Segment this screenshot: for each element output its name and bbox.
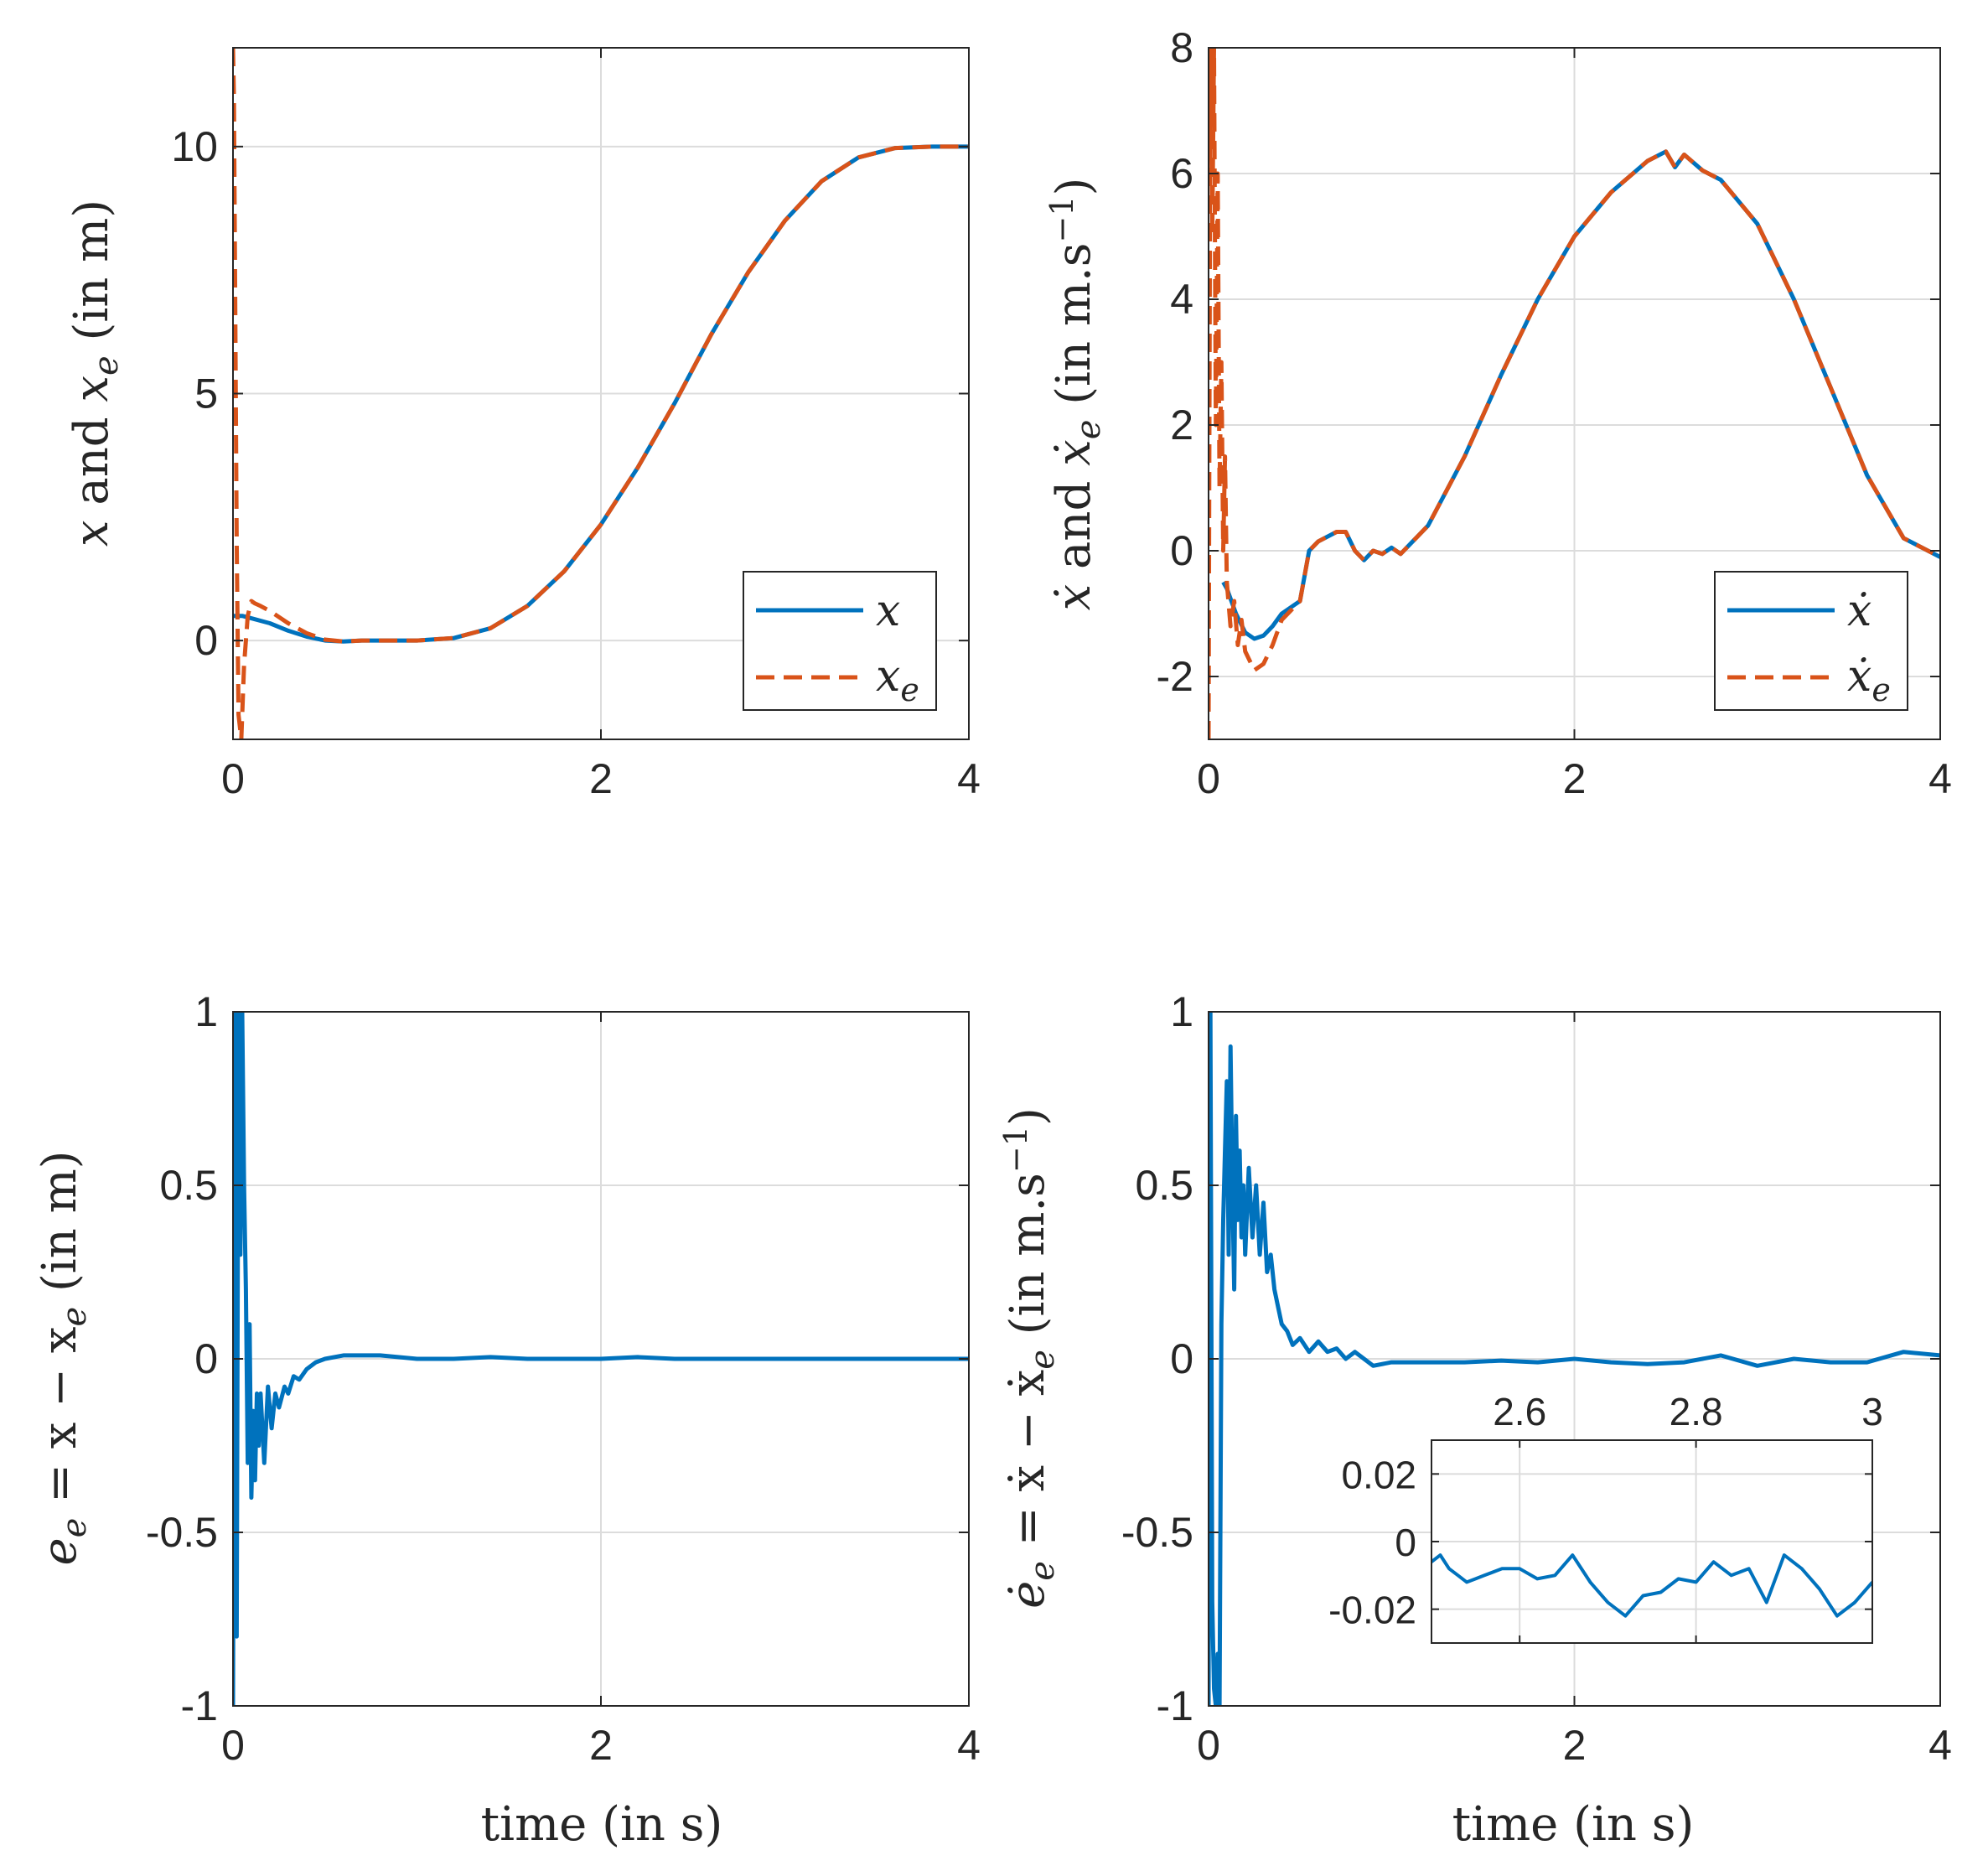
x-tick-label: 0 [221, 1722, 245, 1769]
tick-labels: 0 2 4 -2 0 2 4 6 8 [1157, 24, 1952, 802]
x-tick-label: 4 [957, 1722, 981, 1769]
x-tick-label: 2 [1563, 755, 1587, 802]
y-tick-label: 0 [194, 1335, 218, 1382]
legend-label-xdot: ẋ [1847, 586, 1872, 636]
series-line-primary [233, 1012, 969, 1706]
y-tick-label: -2 [1157, 653, 1193, 700]
tick-labels: 0 2 4 0 5 10 [171, 123, 981, 802]
y-tick-label: 10 [171, 123, 218, 170]
inset-tick-marks [1431, 1440, 1873, 1643]
x-tick-label: 4 [1928, 1722, 1952, 1769]
tick-labels: 0 2 4 -1 -0.5 0 0.5 1 [146, 988, 981, 1769]
legend: x xe [743, 571, 937, 711]
series-line-estimate [233, 48, 969, 739]
y-tick-label: 5 [194, 371, 218, 417]
y-tick-label: 1 [194, 988, 218, 1035]
inset-series-group [1431, 1553, 1872, 1618]
series-group [233, 1012, 969, 1706]
series-group [1209, 48, 1940, 739]
inset-chart: 2.6 2.8 3 -0.02 0 0.02 [1328, 1390, 1883, 1644]
chart-bottom-left: 0 2 4 -1 -0.5 0 0.5 1 ee = x − xe (in m) time (… [33, 988, 981, 1852]
y-axis-label: x and xe (in m) [65, 200, 126, 547]
x-tick-label: 2.8 [1670, 1390, 1723, 1433]
y-axis-label: ẋ and ẋe (in m.s−1) [1043, 178, 1108, 611]
y-tick-label: -1 [1157, 1682, 1193, 1729]
x-tick-label: 4 [957, 755, 981, 802]
series-line-primary [1209, 1012, 1940, 1706]
series-line-primary [1221, 149, 1940, 641]
x-tick-label: 0 [1197, 755, 1220, 802]
y-tick-label: 4 [1170, 276, 1193, 323]
legend-label-x: x [876, 586, 900, 636]
y-tick-label: -1 [181, 1682, 218, 1729]
chart-top-left: 0 2 4 0 5 10 x and xe (in m) x xe [65, 47, 981, 802]
tick-marks [1208, 1011, 1941, 1707]
y-tick-label: -0.02 [1328, 1589, 1416, 1632]
tick-marks [1208, 47, 1941, 739]
x-axis-label: time (in s) [481, 1797, 723, 1852]
y-axis-label: ėe = ẋ − ẋe (in m.s−1) [997, 1107, 1062, 1609]
tick-marks [232, 1011, 970, 1707]
x-tick-label: 2 [589, 755, 613, 802]
x-tick-label: 2.6 [1493, 1390, 1546, 1433]
x-axis-label: time (in s) [1452, 1797, 1695, 1852]
legend-label-xe: xe [876, 651, 919, 708]
y-tick-label: 0 [1395, 1521, 1416, 1564]
series-line-inset [1431, 1553, 1872, 1618]
y-tick-label: 8 [1170, 24, 1193, 71]
x-tick-label: 3 [1861, 1390, 1883, 1433]
legend: ẋ ẋe [1714, 571, 1908, 711]
y-tick-label: 0.5 [1135, 1162, 1193, 1209]
chart-bottom-right: 0 2 4 -1 -0.5 0 0.5 1 ėe = ẋ − ẋe (in m.s−1) ti… [997, 988, 1952, 1852]
y-tick-label: 6 [1170, 150, 1193, 197]
y-tick-label: 0 [194, 617, 218, 664]
y-tick-label: 0.02 [1341, 1453, 1416, 1496]
x-tick-label: 4 [1928, 755, 1952, 802]
series-group [1209, 1012, 1940, 1706]
y-tick-label: -0.5 [146, 1509, 218, 1556]
series-group [233, 48, 969, 739]
y-tick-label: 1 [1170, 988, 1193, 1035]
y-tick-label: 2 [1170, 402, 1193, 448]
legend-label-xdot-e: ẋe [1847, 651, 1891, 708]
x-tick-label: 0 [1197, 1722, 1220, 1769]
tick-labels: 0 2 4 -1 -0.5 0 0.5 1 [1121, 988, 1952, 1769]
y-axis-label: ee = x − xe (in m) [33, 1150, 94, 1565]
x-tick-label: 2 [1563, 1722, 1587, 1769]
y-tick-label: 0.5 [159, 1162, 218, 1209]
y-tick-label: -0.5 [1121, 1509, 1193, 1556]
chart-top-right: 0 2 4 -2 0 2 4 6 8 ẋ and ẋe (in m.s−1) ẋ ẋe [1043, 24, 1952, 802]
tick-marks [232, 48, 970, 739]
x-tick-label: 2 [589, 1722, 613, 1769]
x-tick-label: 0 [221, 755, 245, 802]
y-tick-label: 0 [1170, 527, 1193, 574]
series-line-estimate [1209, 48, 1940, 739]
inset-tick-labels: 2.6 2.8 3 -0.02 0 0.02 [1328, 1390, 1883, 1632]
y-tick-label: 0 [1170, 1335, 1193, 1382]
